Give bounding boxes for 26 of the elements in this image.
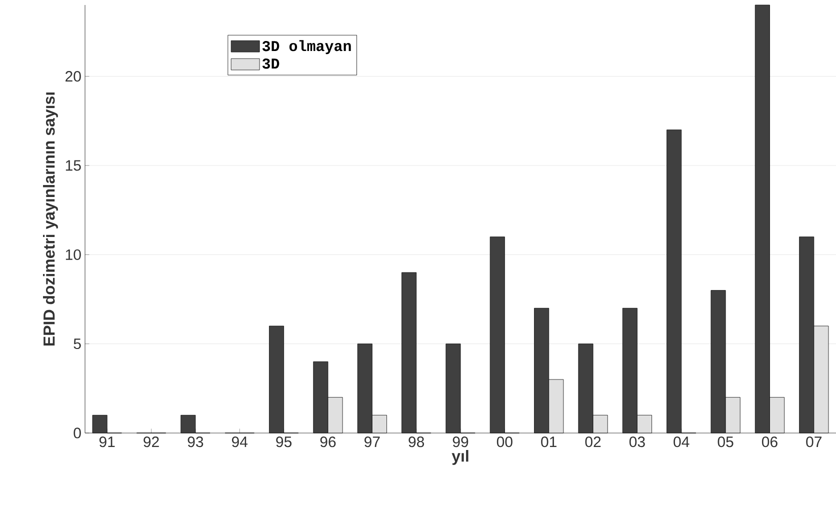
y-tick-label: 10 [66, 249, 81, 260]
x-axis-title: yıl [452, 450, 468, 465]
x-tick-label: 00 [496, 436, 512, 448]
x-tick-label: 94 [232, 436, 248, 448]
x-tick-label: 95 [276, 436, 292, 448]
legend-label: 3D [262, 58, 280, 69]
x-tick-label: 05 [718, 436, 734, 448]
x-tick-label: 91 [99, 436, 115, 448]
x-tick-label: 04 [674, 436, 690, 448]
legend-label: 3D olmayan [262, 40, 351, 54]
x-tick-label: 92 [144, 436, 159, 448]
y-tick-label: 0 [74, 428, 81, 438]
y-axis-title: EPID dozimetri yayınlarının sayısı [43, 92, 58, 346]
x-tick-label: 96 [320, 436, 336, 448]
x-tick-label: 98 [408, 436, 424, 448]
x-tick-label: 01 [541, 436, 556, 448]
y-tick-label: 20 [66, 71, 81, 82]
x-tick-label: 06 [762, 436, 778, 448]
x-tick-label: 02 [585, 436, 601, 448]
y-tick-label: 15 [66, 160, 81, 171]
x-tick-label: 99 [452, 436, 468, 448]
x-tick-label: 93 [188, 436, 204, 448]
x-tick-label: 07 [806, 436, 822, 448]
x-tick-label: 03 [629, 436, 645, 448]
y-tick-label: 5 [74, 338, 81, 350]
x-tick-label: 97 [364, 436, 380, 448]
